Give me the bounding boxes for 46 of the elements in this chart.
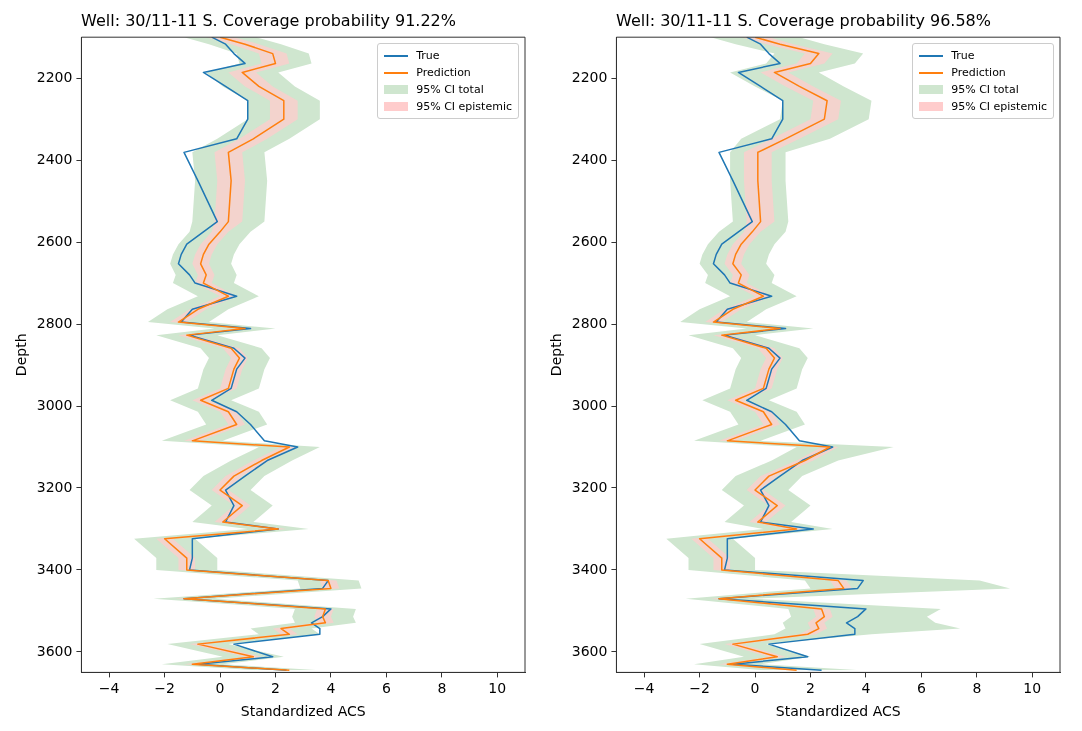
x-tick-label: 2 — [806, 680, 815, 697]
legend-label: 95% CI total — [951, 82, 1019, 99]
legend-label: True — [416, 48, 440, 65]
y-tick-label: 2200 — [571, 68, 608, 85]
chart-title: Well: 30/11-11 S. Coverage probability 91.22% — [81, 10, 456, 30]
y-tick-label: 2800 — [36, 314, 73, 331]
x-tick-label: 10 — [1023, 680, 1042, 697]
x-tick-label: −2 — [154, 680, 175, 697]
x-tick-label: −2 — [689, 680, 710, 697]
y-tick-label: 2600 — [36, 232, 73, 249]
x-axis-title: Standardized ACS — [775, 703, 901, 720]
x-tick-label: 0 — [215, 680, 225, 697]
y-tick-label: 3600 — [571, 642, 608, 659]
x-tick-label: 4 — [326, 680, 336, 697]
y-tick-label: 2400 — [36, 150, 73, 167]
y-tick-label: 2400 — [571, 150, 608, 167]
x-tick-label: −4 — [633, 680, 655, 697]
y-tick-label: 2600 — [571, 232, 608, 249]
y-tick-label: 3600 — [36, 642, 73, 659]
y-axis-title: Depth — [548, 333, 565, 377]
x-tick-label: −4 — [98, 680, 120, 697]
x-tick-label: 4 — [861, 680, 871, 697]
legend-label: 95% CI epistemic — [951, 99, 1047, 116]
y-tick-label: 3000 — [571, 396, 608, 413]
x-tick-label: 10 — [488, 680, 507, 697]
legend-label: True — [951, 48, 975, 65]
y-axis-title: Depth — [13, 333, 30, 377]
legend-label: 95% CI epistemic — [416, 99, 512, 116]
y-tick-label: 3400 — [36, 560, 73, 577]
legend-label: Prediction — [416, 65, 471, 82]
x-tick-label: 8 — [437, 680, 447, 697]
x-tick-label: 6 — [381, 680, 391, 697]
x-axis-title: Standardized ACS — [240, 703, 366, 720]
legend-label: 95% CI total — [416, 82, 484, 99]
x-tick-label: 0 — [750, 680, 760, 697]
x-tick-label: 2 — [271, 680, 280, 697]
x-tick-label: 6 — [916, 680, 926, 697]
y-tick-label: 2200 — [36, 68, 73, 85]
y-tick-label: 3000 — [36, 396, 73, 413]
chart-title: Well: 30/11-11 S. Coverage probability 96.58% — [616, 10, 991, 30]
y-tick-label: 3400 — [571, 560, 608, 577]
legend-label: Prediction — [951, 65, 1006, 82]
x-tick-label: 8 — [972, 680, 982, 697]
y-tick-label: 3200 — [571, 478, 608, 495]
y-tick-label: 3200 — [36, 478, 73, 495]
y-tick-label: 2800 — [571, 314, 608, 331]
